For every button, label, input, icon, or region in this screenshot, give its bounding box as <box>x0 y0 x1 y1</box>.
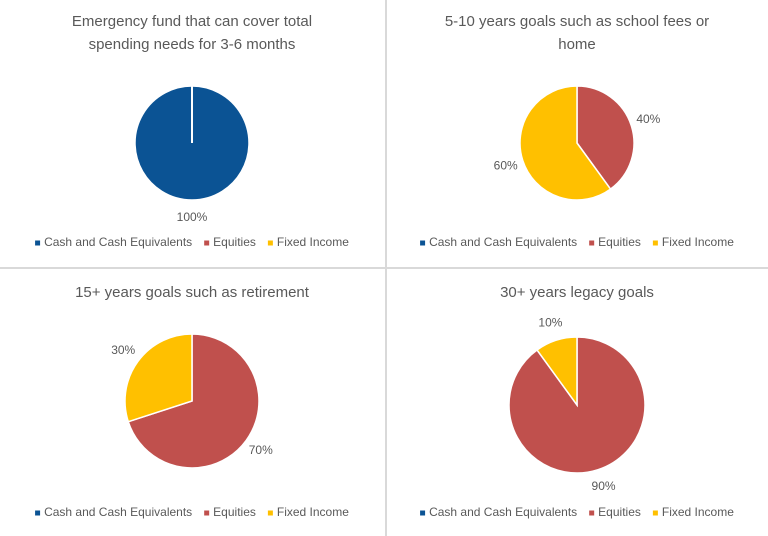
chart-title: 15+ years goals such as retirement <box>75 284 309 301</box>
legend-swatch <box>35 510 41 516</box>
legend-label: Fixed Income <box>277 235 349 249</box>
pie-slice <box>535 336 578 408</box>
legend-swatch <box>420 240 426 246</box>
legend-label: Fixed Income <box>277 505 349 519</box>
chart-title: Emergency fund that can cover total spen… <box>71 13 313 53</box>
chart-title: 30+ years legacy goals <box>500 284 654 301</box>
pie-slice <box>519 85 612 201</box>
legend-swatch <box>267 510 273 516</box>
legend-label: Equities <box>598 505 641 519</box>
legend-label: Cash and Cash Equivalents <box>44 505 192 519</box>
legend-label: Equities <box>213 505 256 519</box>
legend-swatch <box>267 240 273 246</box>
chart-title: 5-10 years goals such as school fees or … <box>444 13 710 53</box>
legend-label: Cash and Cash Equivalents <box>44 235 192 249</box>
data-label: 100% <box>177 210 208 224</box>
legend-swatch <box>589 240 595 246</box>
data-label: 10% <box>538 315 562 329</box>
legend-label: Fixed Income <box>662 505 734 519</box>
data-label: 40% <box>636 112 660 126</box>
data-label: 60% <box>494 158 518 172</box>
legend-swatch <box>204 510 210 516</box>
legend-label: Cash and Cash Equivalents <box>429 235 577 249</box>
legend-label: Cash and Cash Equivalents <box>429 505 577 519</box>
legend-swatch <box>204 240 210 246</box>
data-label: 70% <box>249 443 273 457</box>
legend-swatch <box>589 510 595 516</box>
data-label: 30% <box>111 343 135 357</box>
data-label: 90% <box>592 479 616 493</box>
legend-label: Equities <box>213 235 256 249</box>
legend-swatch <box>35 240 41 246</box>
legend-swatch <box>652 240 658 246</box>
pie-slice <box>576 85 635 191</box>
legend-swatch <box>420 510 426 516</box>
legend-label: Equities <box>598 235 641 249</box>
pie-slice <box>124 333 193 423</box>
pie-slice <box>127 333 260 469</box>
legend-swatch <box>652 510 658 516</box>
legend-label: Fixed Income <box>662 235 734 249</box>
